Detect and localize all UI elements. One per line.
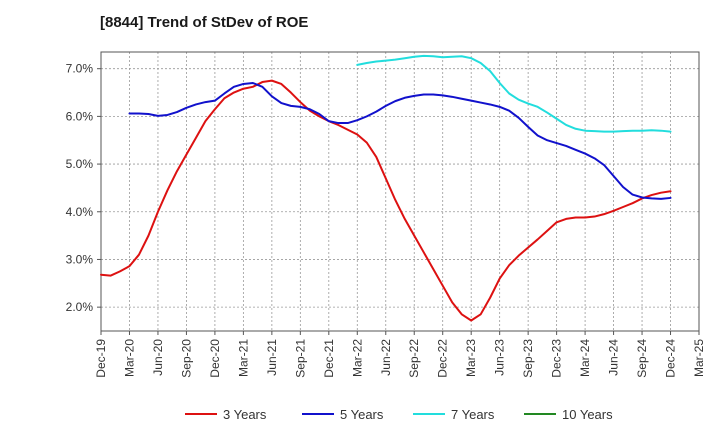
x-tick-label: Dec-20 (208, 339, 222, 378)
y-tick-label: 5.0% (66, 157, 94, 171)
axes: 2.0% 3.0% 4.0% 5.0% 6.0% 7.0% Dec-19 Mar-20 Jun-… (66, 51, 706, 378)
legend-label: 7 Years (451, 407, 495, 422)
y-tick-label: 4.0% (66, 205, 94, 219)
legend-label: 3 Years (223, 407, 267, 422)
x-tick-label: Mar-21 (236, 339, 250, 377)
plot-area (101, 52, 699, 331)
x-tick-label: Dec-24 (664, 339, 678, 378)
y-tick-label: 2.0% (66, 300, 94, 314)
x-tick-label: Mar-25 (692, 339, 706, 377)
x-tick-label: Dec-22 (436, 339, 450, 378)
x-tick-label: Jun-21 (265, 339, 279, 376)
series-line-1 (100, 79, 672, 322)
x-tick-label: Jun-23 (493, 339, 507, 376)
x-tick-label: Mar-22 (350, 339, 364, 377)
chart-title: [8844] Trend of StDev of ROE (100, 14, 309, 31)
y-tick-label: 3.0% (66, 252, 94, 266)
x-tick-label: Jun-20 (151, 339, 165, 376)
x-tick-label: Mar-23 (464, 339, 478, 377)
plot-border (100, 51, 700, 332)
x-tick-label: Sep-24 (635, 339, 649, 378)
legend-label: 10 Years (562, 407, 613, 422)
grid (100, 52, 700, 331)
legend: 3 Years 5 Years 7 Years 10 Years (185, 407, 613, 422)
x-tick-label: Jun-22 (379, 339, 393, 376)
x-tick-label: Dec-21 (322, 339, 336, 378)
x-tick-label: Jun-24 (607, 339, 621, 376)
x-tick-label: Mar-24 (578, 339, 592, 377)
x-tick-label: Mar-20 (122, 339, 136, 377)
y-tick-label: 6.0% (66, 109, 94, 123)
x-tick-label: Dec-19 (94, 339, 108, 378)
x-tick-label: Dec-23 (550, 339, 564, 378)
x-tick-label: Sep-21 (293, 339, 307, 378)
x-tick-label: Sep-23 (521, 339, 535, 378)
x-tick-label: Sep-20 (179, 339, 193, 378)
x-tick-label: Sep-22 (407, 339, 421, 378)
series-line-3 (356, 54, 672, 133)
y-tick-label: 7.0% (66, 62, 94, 76)
series-lines (100, 54, 672, 322)
series-line-2 (128, 82, 672, 200)
legend-label: 5 Years (340, 407, 384, 422)
